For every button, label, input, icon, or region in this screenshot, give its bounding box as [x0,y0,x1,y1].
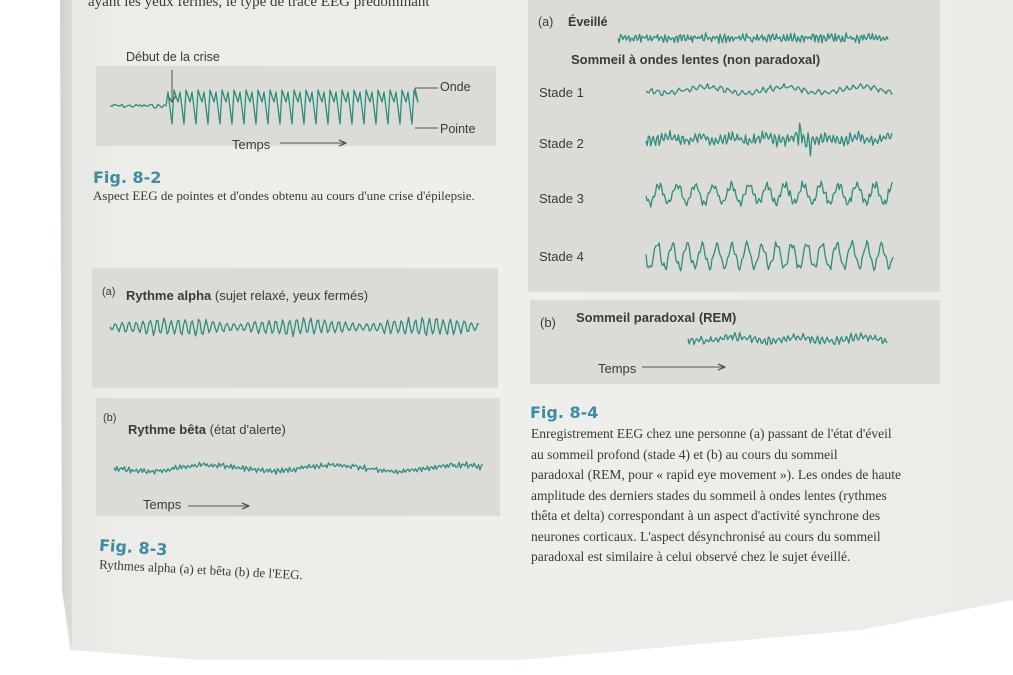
time-label: Temps [143,497,182,512]
stage-2-trace [645,122,893,157]
fig83b-marker: (b) [103,412,117,424]
alpha-title-bold: Rythme alpha [126,288,212,303]
caption-line: au sommeil profond (stade 4) et (b) au c… [531,446,838,462]
fig83b-panel [96,398,500,516]
alpha-title-rest: (sujet relaxé, yeux fermés) [214,288,369,303]
beta-rhythm-trace [113,461,484,510]
fig84-caption: Enregistrement EEG chez une personne (a)… [531,424,951,568]
time-arrow-head [338,139,347,147]
stage-4-trace [645,239,894,272]
spike-label: Pointe [440,122,476,136]
book-spine-shadow [60,0,72,650]
fig84b-marker: (b) [540,315,556,330]
beta-title-rest: (état d'alerte) [209,422,286,437]
fig82-caption: Aspect EEG de pointes et d'ondes obtenu … [93,188,475,203]
seizure-onset-label: Début de la crise [126,50,220,64]
caption-line: paradoxal (REM, pour « rapid eye movemen… [531,467,902,482]
rem-title: Sommeil paradoxal (REM) [576,310,737,325]
fig82-label: Fig. 8-2 [93,168,162,187]
fig82-trace [109,70,438,147]
stage-3-trace [645,180,893,208]
slow-sleep-title: Sommeil à ondes lentes (non paradoxal) [571,52,821,67]
stage-3-label: Stade 3 [539,191,584,206]
stage-2-label: Stade 2 [539,136,584,151]
caption-line: neurones corticaux. L'aspect désynchroni… [531,528,881,544]
caption-line: paradoxal est similaire à celui observé … [531,549,851,564]
time-label: Temps [598,361,637,376]
stage-1-label: Stade 1 [539,85,584,100]
top-text-line: ayant les yeux fermés, le type de tracé … [88,0,430,10]
caption-line: thêta et delta) correspondant à un aspec… [531,508,881,523]
awake-title: Éveillé [568,15,608,29]
beta-title-bold: Rythme bêta [128,422,207,437]
fig83a-marker: (a) [102,286,116,298]
time-arrow [642,363,726,371]
fig84a-panel [528,0,940,292]
alpha-title: Rythme alpha (sujet relaxé, yeux fermés) [126,288,368,303]
stage-1-trace [645,83,893,97]
wave-label: Onde [440,80,471,94]
beta-title: Rythme bêta (état d'alerte) [128,422,286,437]
time-arrow-head [241,502,250,510]
caption-line: Enregistrement EEG chez une personne (a)… [531,426,892,441]
alpha-rhythm-trace [109,316,480,338]
stage-4-label: Stade 4 [539,249,584,264]
spike-wave-trace [109,87,419,125]
fig84a-marker: (a) [538,15,554,29]
fig84-label: Fig. 8-4 [530,403,599,422]
rem-trace [687,331,888,346]
awake-trace [617,32,889,45]
time-label: Temps [232,137,271,152]
fig84b-panel [530,300,940,384]
caption-line: amplitude des derniers stades du sommeil… [531,487,887,503]
